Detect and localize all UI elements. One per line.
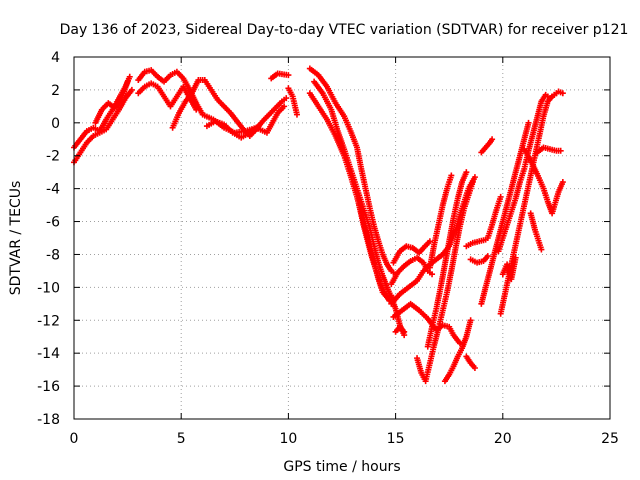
y-tick-label: -18 [37,412,60,428]
data-point-marker [557,147,564,154]
data-point-marker [471,174,478,181]
data-point-marker [429,271,436,278]
data-point-marker [484,253,491,260]
data-points [71,65,566,385]
data-point-marker [124,78,131,85]
x-axis-label: GPS time / hours [283,459,400,475]
data-point-marker [559,90,566,97]
data-point-marker [467,317,474,324]
x-tick-label: 0 [70,431,79,447]
data-point-marker [469,179,476,186]
series-track-20 [424,169,470,350]
data-point-marker [401,328,408,335]
chart-title: Day 136 of 2023, Sidereal Day-to-day VTE… [60,22,629,38]
x-tick-label: 25 [601,431,619,447]
series-track-7 [203,118,262,141]
series-track-2 [71,86,135,166]
axis-ticks: 0 5 10 15 20 25 -18 -16 -14 -12 -10 -8 -6 -4 -2 0 2 4 [37,50,619,447]
series-track-19 [414,179,476,385]
plot-frame [73,56,611,420]
y-tick-label: -8 [46,247,60,263]
series-track-26 [478,136,496,156]
series-track-21 [426,172,455,271]
data-point-marker [126,73,133,80]
data-point-marker [426,238,433,245]
data-point-marker [512,254,519,261]
data-point-marker [448,172,455,179]
series-track-34 [527,210,545,253]
x-tick-label: 5 [177,431,186,447]
y-tick-label: -6 [46,215,60,231]
y-tick-label: 4 [51,50,60,66]
y-axis-label: SDTVAR / TECUs [8,181,24,296]
y-tick-label: 2 [51,83,60,99]
data-point-marker [386,297,393,304]
data-point-marker [471,364,478,371]
data-point-marker [463,169,470,176]
data-point-marker [497,193,504,200]
x-tick-label: 20 [494,431,512,447]
y-tick-label: -14 [37,346,60,362]
y-tick-label: 0 [51,116,60,132]
y-tick-label: -2 [46,149,60,165]
x-tick-label: 15 [387,431,405,447]
data-point-marker [285,72,292,79]
series-track-14 [390,238,433,266]
series-track-23 [463,353,478,371]
y-tick-label: -12 [37,313,60,329]
data-point-marker [193,106,200,113]
series-track-25 [463,236,489,250]
data-point-marker [283,95,290,102]
y-tick-label: -10 [37,280,60,296]
y-tick-label: -16 [37,379,60,395]
series-track-3 [92,78,131,126]
data-point-marker [128,86,135,93]
data-point-marker [281,103,288,110]
series-track-9 [285,85,300,118]
series-track-15 [388,254,436,288]
series-track-22 [441,317,474,385]
x-tick-label: 10 [279,431,297,447]
data-point-marker [525,119,532,126]
series-track-27 [484,193,504,241]
series-track-32 [521,146,566,217]
series-track-10 [306,65,399,278]
data-point-marker [559,179,566,186]
series-track-24 [467,253,491,266]
data-point-marker [388,292,395,299]
data-point-marker [489,136,496,143]
y-tick-label: -4 [46,182,60,198]
series-track-13 [356,202,393,304]
data-point-marker [538,246,545,253]
series-track-31 [499,254,519,283]
data-point-marker [293,111,300,118]
series-track-33 [534,144,564,156]
series-track-18 [392,323,408,335]
series-track-6 [169,77,290,139]
data-point-marker [553,90,560,97]
series-track-8 [268,70,292,82]
data-point-marker [456,340,463,347]
series-track-30 [478,119,532,307]
data-point-marker [255,123,262,130]
